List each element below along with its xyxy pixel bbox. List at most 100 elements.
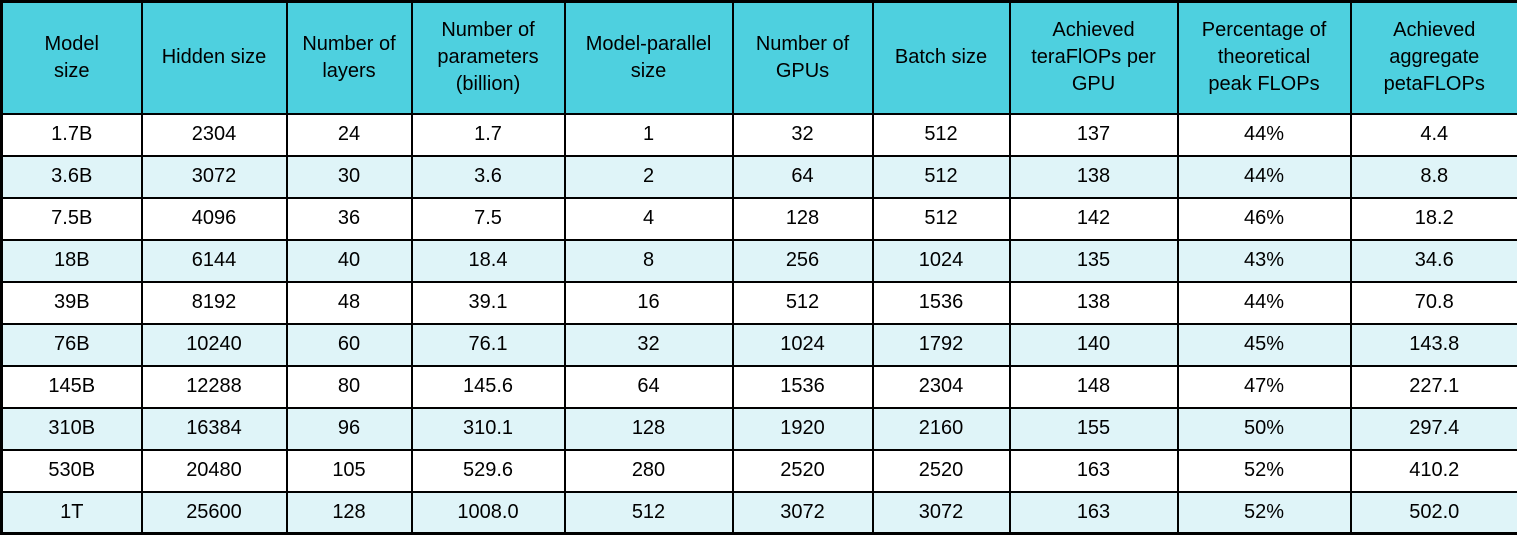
table-cell: 7.5 [412, 198, 565, 240]
table-cell: 20480 [142, 450, 287, 492]
table-cell: 44% [1178, 282, 1351, 324]
table-cell: 32 [733, 114, 873, 156]
table-cell: 16384 [142, 408, 287, 450]
column-header: Percentage of theoretical peak FLOPs [1178, 2, 1351, 114]
table-cell: 1536 [873, 282, 1010, 324]
table-cell: 1008.0 [412, 492, 565, 534]
table-cell: 44% [1178, 114, 1351, 156]
table-cell: 512 [873, 198, 1010, 240]
table-cell: 39.1 [412, 282, 565, 324]
table-cell: 512 [873, 114, 1010, 156]
table-cell: 52% [1178, 492, 1351, 534]
column-header: Achieved teraFlOPs per GPU [1010, 2, 1178, 114]
column-header: Number of GPUs [733, 2, 873, 114]
table-cell: 8.8 [1351, 156, 1517, 198]
table-cell: 3072 [873, 492, 1010, 534]
table-cell: 3072 [733, 492, 873, 534]
table-cell: 18B [2, 240, 142, 282]
table-cell: 4096 [142, 198, 287, 240]
table-cell: 18.2 [1351, 198, 1517, 240]
table-cell: 1536 [733, 366, 873, 408]
column-header: Model-parallel size [565, 2, 733, 114]
table-cell: 2520 [873, 450, 1010, 492]
table-cell: 3.6B [2, 156, 142, 198]
table-cell: 310.1 [412, 408, 565, 450]
table-cell: 47% [1178, 366, 1351, 408]
table-cell: 2160 [873, 408, 1010, 450]
table-cell: 80 [287, 366, 412, 408]
table-cell: 1.7 [412, 114, 565, 156]
table-cell: 512 [565, 492, 733, 534]
table-cell: 18.4 [412, 240, 565, 282]
table-cell: 3.6 [412, 156, 565, 198]
table-cell: 96 [287, 408, 412, 450]
table-cell: 1792 [873, 324, 1010, 366]
table-cell: 1920 [733, 408, 873, 450]
column-header: Number of layers [287, 2, 412, 114]
table-cell: 502.0 [1351, 492, 1517, 534]
table-cell: 512 [733, 282, 873, 324]
column-header: Achieved aggregate petaFLOPs [1351, 2, 1517, 114]
table-cell: 60 [287, 324, 412, 366]
table-cell: 48 [287, 282, 412, 324]
table-cell: 128 [733, 198, 873, 240]
table-cell: 410.2 [1351, 450, 1517, 492]
table-cell: 32 [565, 324, 733, 366]
table-cell: 8 [565, 240, 733, 282]
table-cell: 310B [2, 408, 142, 450]
table-cell: 50% [1178, 408, 1351, 450]
table-cell: 138 [1010, 156, 1178, 198]
table-cell: 39B [2, 282, 142, 324]
table-cell: 3072 [142, 156, 287, 198]
table-cell: 70.8 [1351, 282, 1517, 324]
table-cell: 145.6 [412, 366, 565, 408]
column-header: Number of parameters (billion) [412, 2, 565, 114]
table-cell: 4 [565, 198, 733, 240]
table-cell: 280 [565, 450, 733, 492]
table-cell: 2304 [142, 114, 287, 156]
table-cell: 1.7B [2, 114, 142, 156]
column-header: Hidden size [142, 2, 287, 114]
table-cell: 10240 [142, 324, 287, 366]
table-cell: 1T [2, 492, 142, 534]
table-cell: 163 [1010, 450, 1178, 492]
table-cell: 256 [733, 240, 873, 282]
table-cell: 64 [733, 156, 873, 198]
table-cell: 163 [1010, 492, 1178, 534]
table-cell: 34.6 [1351, 240, 1517, 282]
table-cell: 137 [1010, 114, 1178, 156]
table-cell: 36 [287, 198, 412, 240]
table-cell: 25600 [142, 492, 287, 534]
table-cell: 16 [565, 282, 733, 324]
table-cell: 529.6 [412, 450, 565, 492]
table-cell: 297.4 [1351, 408, 1517, 450]
table-cell: 155 [1010, 408, 1178, 450]
table-cell: 2304 [873, 366, 1010, 408]
table-cell: 6144 [142, 240, 287, 282]
table-cell: 142 [1010, 198, 1178, 240]
table-cell: 24 [287, 114, 412, 156]
table-cell: 8192 [142, 282, 287, 324]
table-cell: 140 [1010, 324, 1178, 366]
table-cell: 145B [2, 366, 142, 408]
table-cell: 45% [1178, 324, 1351, 366]
table-cell: 2520 [733, 450, 873, 492]
table-cell: 43% [1178, 240, 1351, 282]
table-cell: 128 [287, 492, 412, 534]
table-cell: 530B [2, 450, 142, 492]
table-cell: 138 [1010, 282, 1178, 324]
table-cell: 46% [1178, 198, 1351, 240]
table-cell: 1024 [733, 324, 873, 366]
table-cell: 1 [565, 114, 733, 156]
